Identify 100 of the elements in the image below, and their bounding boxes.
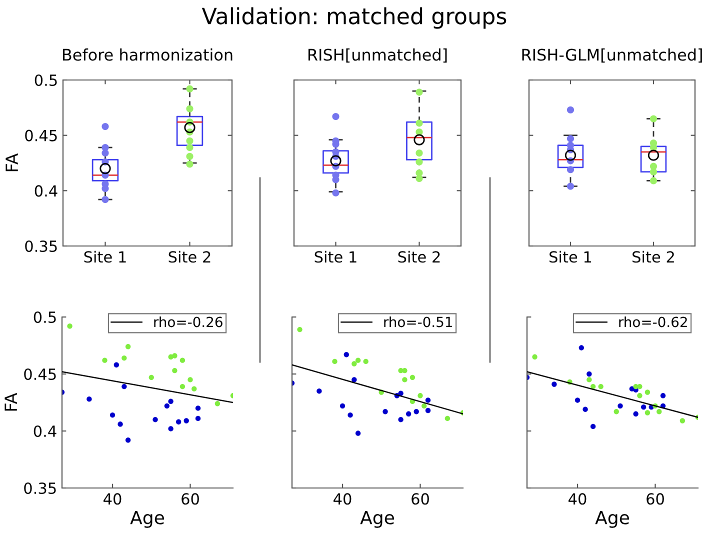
point (637, 384, 642, 390)
point (192, 386, 197, 392)
point (118, 422, 123, 427)
point (656, 409, 662, 414)
point (102, 358, 108, 363)
point (410, 374, 416, 380)
point (402, 368, 408, 374)
y-tick-label: 0.45 (25, 130, 57, 142)
point (352, 377, 357, 382)
point (122, 384, 127, 390)
x-tick-label: 40 (568, 493, 586, 505)
legend-label: rho=-0.62 (619, 316, 687, 328)
point (586, 371, 592, 377)
chart-title: Before harmonization (62, 48, 232, 61)
point (86, 396, 92, 402)
x-axis-title: Age (130, 510, 164, 528)
chart-title: RISH-GLM[unmatched] (522, 48, 702, 63)
point (348, 412, 353, 418)
point (382, 409, 388, 414)
point (398, 417, 404, 422)
point (152, 417, 158, 422)
y-tick-label: 0.4 (34, 185, 58, 197)
point (125, 438, 131, 443)
point (184, 418, 189, 424)
point (180, 384, 186, 390)
point (214, 401, 220, 406)
point (172, 368, 178, 374)
point (640, 404, 646, 410)
text: Validation: matched groups (202, 7, 506, 29)
point (425, 398, 431, 403)
point (188, 377, 193, 382)
point (122, 355, 127, 361)
point (598, 384, 604, 390)
point (363, 358, 368, 364)
point (552, 382, 557, 387)
point (680, 418, 686, 424)
point (425, 408, 431, 414)
point (618, 403, 623, 409)
legend-label: rho=-0.51 (384, 316, 452, 328)
x-tick-label: 60 (646, 493, 664, 505)
point (332, 358, 338, 364)
x-tick-label: Site 1 (84, 250, 126, 263)
x-tick-label: Site 2 (632, 250, 674, 263)
point (402, 377, 408, 382)
point (574, 398, 580, 403)
x-tick-label: 60 (412, 493, 429, 505)
point (406, 411, 412, 416)
point (637, 393, 642, 398)
point (114, 362, 120, 368)
point (644, 410, 650, 416)
x-tick-label: 60 (182, 493, 199, 505)
x-tick-label: Site 2 (168, 250, 210, 263)
y-axis-title: FA (4, 392, 17, 411)
point (168, 398, 174, 404)
y-axis-title: FA (6, 153, 18, 172)
x-tick-label: Site 1 (314, 250, 356, 263)
point (582, 406, 588, 412)
point (422, 403, 427, 409)
legend-label: rho=-0.26 (154, 316, 222, 328)
point (344, 352, 350, 358)
point (148, 374, 154, 380)
x-axis-title: Age (360, 510, 394, 528)
y-tick-label: 0.45 (24, 368, 56, 380)
x-tick-label: Site 2 (398, 250, 440, 263)
y-tick-label: 0.5 (34, 311, 56, 324)
point (125, 344, 131, 350)
point (180, 358, 186, 363)
point (355, 430, 361, 436)
point (195, 406, 201, 411)
chart-title: RISH[unmatched] (308, 48, 447, 63)
point (172, 353, 178, 358)
point (444, 416, 450, 422)
point (644, 390, 650, 395)
point (164, 403, 170, 409)
point (586, 377, 592, 382)
y-tick-label: 0.4 (34, 425, 56, 438)
point (316, 388, 322, 394)
point (633, 411, 638, 416)
x-tick-label: 40 (104, 493, 122, 505)
x-axis-title: Age (595, 510, 629, 528)
point (614, 409, 619, 414)
y-tick-label: 0.35 (24, 482, 56, 494)
point (176, 419, 182, 424)
point (578, 345, 584, 350)
y-tick-label: 0.5 (34, 74, 57, 86)
point (352, 361, 357, 366)
y-tick-label: 0.35 (25, 240, 57, 252)
point (340, 403, 346, 409)
point (418, 393, 423, 398)
point (297, 326, 302, 332)
point (195, 416, 201, 422)
point (168, 426, 174, 432)
point (67, 324, 72, 329)
point (110, 412, 116, 418)
x-tick-label: 40 (334, 493, 352, 505)
point (532, 354, 538, 360)
point (660, 393, 666, 398)
x-tick-label: Site 1 (550, 250, 592, 263)
point (355, 358, 361, 363)
point (590, 424, 596, 430)
